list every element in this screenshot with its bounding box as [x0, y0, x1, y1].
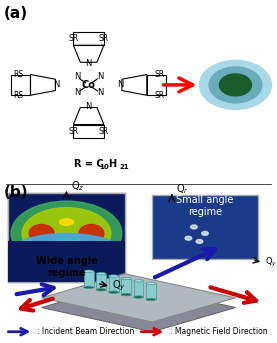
Ellipse shape — [134, 280, 143, 282]
Polygon shape — [42, 283, 235, 332]
Text: SR: SR — [68, 34, 78, 43]
Text: N: N — [74, 72, 80, 81]
Text: SR: SR — [99, 127, 109, 135]
Text: (b): (b) — [4, 185, 29, 200]
Bar — [8, 241, 125, 282]
Text: R = C: R = C — [74, 159, 103, 169]
Ellipse shape — [29, 225, 54, 242]
Ellipse shape — [96, 288, 106, 291]
Ellipse shape — [14, 233, 119, 265]
Ellipse shape — [84, 270, 94, 272]
Text: SR: SR — [154, 91, 164, 100]
Ellipse shape — [146, 298, 156, 301]
Circle shape — [209, 67, 262, 103]
Text: Q$_y$: Q$_y$ — [112, 279, 126, 293]
Bar — [121, 279, 131, 295]
Text: Co: Co — [82, 80, 96, 90]
Text: N: N — [85, 59, 92, 68]
Text: Wide angle
regime: Wide angle regime — [35, 257, 98, 278]
Bar — [146, 283, 156, 299]
Text: SR: SR — [68, 127, 78, 135]
Bar — [8, 193, 125, 282]
Text: N: N — [97, 88, 104, 97]
Text: Small angle
regime: Small angle regime — [176, 195, 234, 217]
Text: Q$_z$: Q$_z$ — [71, 179, 84, 193]
Ellipse shape — [121, 293, 131, 296]
Text: 21: 21 — [120, 164, 129, 170]
Text: RS: RS — [13, 70, 23, 79]
Ellipse shape — [79, 225, 104, 242]
Bar — [84, 271, 94, 287]
Circle shape — [11, 201, 122, 265]
Text: N: N — [97, 72, 104, 81]
Text: Q$_y$: Q$_y$ — [265, 256, 277, 269]
Bar — [109, 276, 119, 292]
Polygon shape — [42, 274, 235, 322]
Text: SR: SR — [154, 70, 164, 79]
Text: N: N — [74, 88, 80, 97]
Bar — [152, 195, 258, 259]
Bar — [96, 274, 106, 290]
Text: N: N — [85, 102, 92, 111]
Ellipse shape — [146, 282, 156, 285]
Text: SR: SR — [99, 34, 109, 43]
Text: 10: 10 — [99, 164, 109, 170]
Circle shape — [219, 74, 252, 96]
Circle shape — [199, 60, 271, 109]
Text: N: N — [117, 80, 124, 90]
Circle shape — [202, 232, 208, 235]
Circle shape — [185, 236, 192, 240]
Circle shape — [191, 225, 197, 229]
Text: RS: RS — [13, 91, 23, 100]
Text: H: H — [108, 159, 116, 169]
Text: N: N — [53, 80, 60, 90]
Circle shape — [196, 239, 203, 244]
Circle shape — [22, 208, 111, 259]
Ellipse shape — [17, 234, 116, 263]
Bar — [8, 193, 125, 282]
Bar — [134, 281, 143, 297]
Ellipse shape — [134, 296, 143, 298]
Ellipse shape — [96, 272, 106, 275]
Ellipse shape — [109, 291, 119, 293]
Text: Q$_r$: Q$_r$ — [176, 182, 189, 196]
Text: : Incident Beam Direction: : Incident Beam Direction — [37, 327, 135, 336]
Text: (a): (a) — [4, 5, 28, 21]
Ellipse shape — [109, 275, 119, 277]
Text: : Magnetic Field Direction: : Magnetic Field Direction — [170, 327, 268, 336]
Ellipse shape — [121, 277, 131, 280]
Ellipse shape — [84, 286, 94, 288]
Ellipse shape — [60, 219, 73, 225]
